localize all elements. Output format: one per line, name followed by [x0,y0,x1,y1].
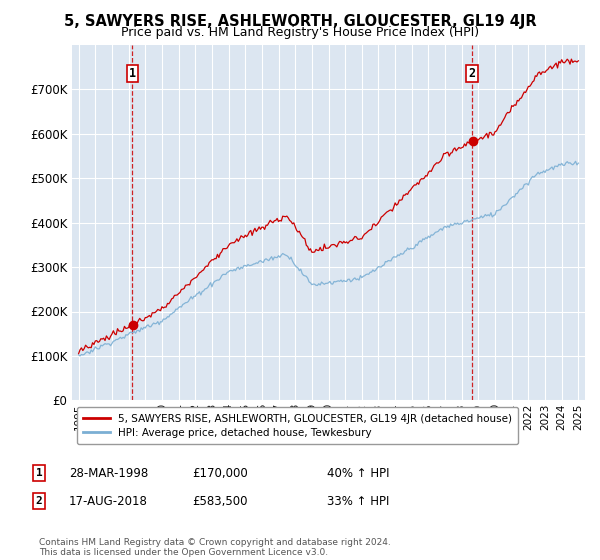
Text: Contains HM Land Registry data © Crown copyright and database right 2024.
This d: Contains HM Land Registry data © Crown c… [39,538,391,557]
Text: Price paid vs. HM Land Registry's House Price Index (HPI): Price paid vs. HM Land Registry's House … [121,26,479,39]
Text: 33% ↑ HPI: 33% ↑ HPI [327,494,389,508]
Text: 40% ↑ HPI: 40% ↑ HPI [327,466,389,480]
FancyBboxPatch shape [127,65,138,82]
Text: 1: 1 [35,468,43,478]
Text: £170,000: £170,000 [192,466,248,480]
Text: 17-AUG-2018: 17-AUG-2018 [69,494,148,508]
Text: 2: 2 [35,496,43,506]
FancyBboxPatch shape [466,65,478,82]
Text: 1: 1 [129,67,136,80]
Legend: 5, SAWYERS RISE, ASHLEWORTH, GLOUCESTER, GL19 4JR (detached house), HPI: Average: 5, SAWYERS RISE, ASHLEWORTH, GLOUCESTER,… [77,407,518,444]
Text: 2: 2 [469,67,476,80]
Text: 28-MAR-1998: 28-MAR-1998 [69,466,148,480]
Text: 5, SAWYERS RISE, ASHLEWORTH, GLOUCESTER, GL19 4JR: 5, SAWYERS RISE, ASHLEWORTH, GLOUCESTER,… [64,14,536,29]
Text: £583,500: £583,500 [192,494,248,508]
